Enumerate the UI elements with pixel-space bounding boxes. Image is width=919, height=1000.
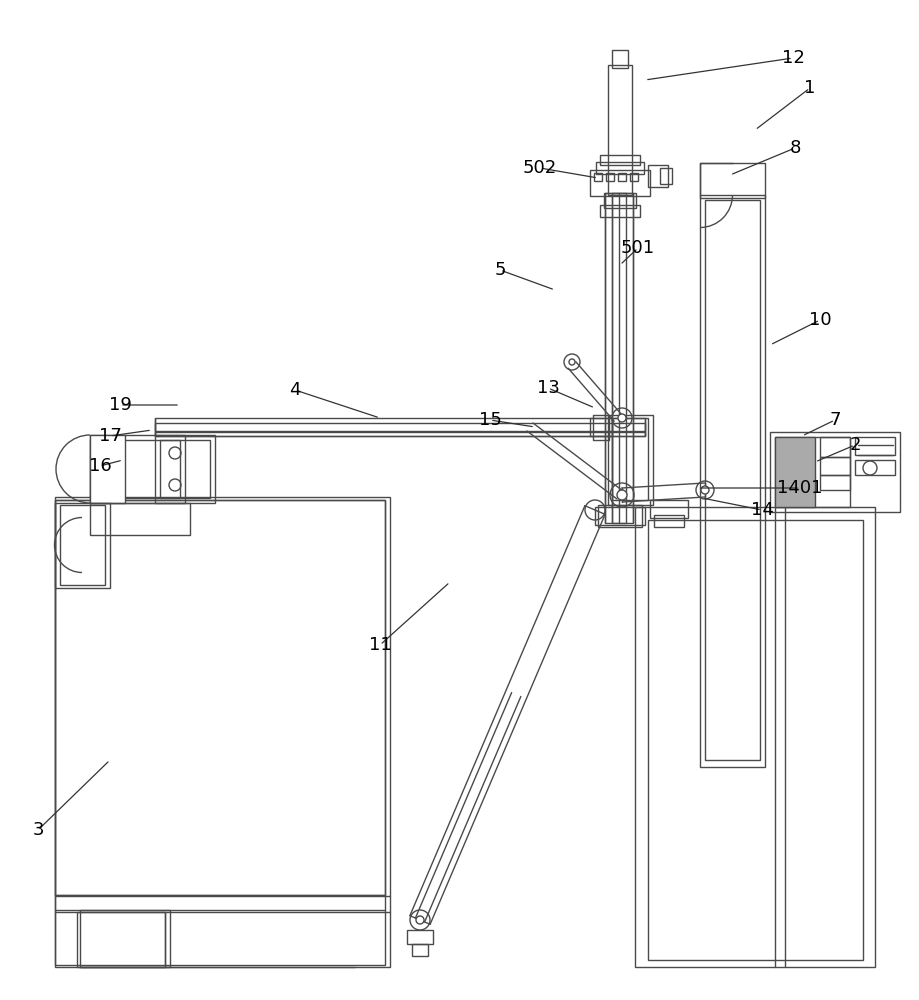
Bar xyxy=(599,155,640,165)
Bar xyxy=(607,415,652,505)
Bar xyxy=(90,503,190,535)
Bar xyxy=(774,437,849,507)
Bar xyxy=(599,205,640,217)
Bar xyxy=(154,432,644,436)
Text: 10: 10 xyxy=(808,311,831,329)
Circle shape xyxy=(568,359,574,365)
Bar xyxy=(593,415,608,440)
Bar xyxy=(597,505,641,527)
Bar xyxy=(774,437,814,507)
Bar xyxy=(650,500,687,518)
Bar xyxy=(154,423,644,431)
Bar xyxy=(80,910,170,967)
Bar xyxy=(854,437,894,455)
Bar xyxy=(55,503,110,588)
Bar xyxy=(819,475,849,490)
Bar xyxy=(60,505,105,585)
Circle shape xyxy=(618,414,625,422)
Bar xyxy=(618,173,625,181)
Bar xyxy=(596,162,643,174)
Bar xyxy=(160,440,180,498)
Text: 15: 15 xyxy=(478,411,501,429)
Bar xyxy=(611,50,628,68)
Bar xyxy=(589,170,650,196)
Bar xyxy=(55,500,384,895)
Bar xyxy=(594,173,601,181)
Text: 14: 14 xyxy=(750,501,773,519)
Bar xyxy=(819,457,849,475)
Text: 12: 12 xyxy=(781,49,803,67)
Bar xyxy=(154,418,644,436)
Bar xyxy=(604,193,635,208)
Text: 4: 4 xyxy=(289,381,301,399)
Text: 3: 3 xyxy=(32,821,44,839)
Bar xyxy=(647,520,862,960)
Text: 1401: 1401 xyxy=(777,479,822,497)
Bar xyxy=(154,435,185,503)
Text: 17: 17 xyxy=(98,427,121,445)
Text: 19: 19 xyxy=(108,396,131,414)
Bar xyxy=(630,173,637,181)
Circle shape xyxy=(415,916,424,924)
Text: 13: 13 xyxy=(536,379,559,397)
Bar xyxy=(607,65,631,195)
Text: 2: 2 xyxy=(848,436,860,454)
Bar xyxy=(90,435,215,503)
Bar xyxy=(611,193,625,523)
Bar xyxy=(55,500,384,965)
Text: 501: 501 xyxy=(620,239,654,257)
Bar xyxy=(605,193,632,523)
Circle shape xyxy=(700,486,709,494)
Bar xyxy=(704,200,759,760)
Bar xyxy=(406,930,433,944)
Circle shape xyxy=(617,490,627,500)
Text: 11: 11 xyxy=(369,636,391,654)
Bar xyxy=(606,173,613,181)
Bar xyxy=(659,168,671,184)
Bar xyxy=(653,515,683,527)
Bar xyxy=(90,440,210,498)
Bar xyxy=(55,497,390,967)
Text: 16: 16 xyxy=(88,457,111,475)
Bar xyxy=(611,418,647,500)
Bar xyxy=(769,432,899,512)
Bar xyxy=(647,165,667,187)
Text: 5: 5 xyxy=(494,261,505,279)
Bar xyxy=(819,437,849,457)
Text: 7: 7 xyxy=(828,411,840,429)
Bar xyxy=(634,507,874,967)
Bar xyxy=(699,195,765,767)
Bar xyxy=(854,460,894,475)
Bar xyxy=(90,435,125,503)
Bar xyxy=(412,944,427,956)
Bar xyxy=(589,418,611,436)
Text: 1: 1 xyxy=(803,79,815,97)
Text: 502: 502 xyxy=(522,159,557,177)
Text: 8: 8 xyxy=(789,139,800,157)
Bar xyxy=(699,163,765,198)
Bar xyxy=(77,912,165,967)
Bar xyxy=(595,507,644,525)
